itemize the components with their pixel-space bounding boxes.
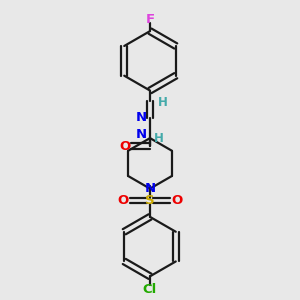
- Text: O: O: [118, 194, 129, 207]
- Text: O: O: [171, 194, 182, 207]
- Text: H: H: [158, 96, 167, 109]
- Text: N: N: [144, 182, 156, 195]
- Text: N: N: [136, 128, 147, 141]
- Text: N: N: [136, 111, 147, 124]
- Text: H: H: [154, 132, 164, 145]
- Text: O: O: [119, 140, 130, 153]
- Text: F: F: [146, 13, 154, 26]
- Text: Cl: Cl: [143, 283, 157, 296]
- Text: S: S: [145, 194, 155, 207]
